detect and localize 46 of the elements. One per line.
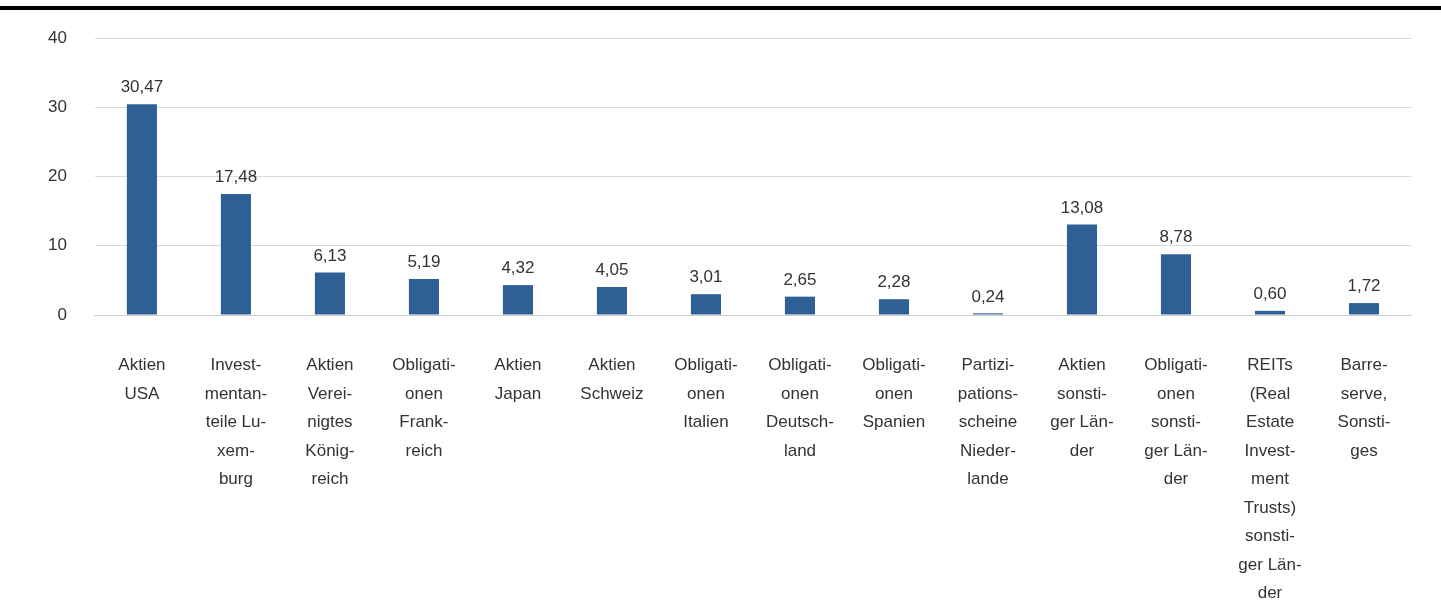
data-label: 2,28: [877, 272, 911, 292]
data-label: 1,72: [1347, 276, 1381, 296]
x-tick-label: Aktien USA: [118, 354, 166, 403]
data-label: 0,24: [971, 286, 1005, 306]
y-tick-label: 20: [47, 166, 67, 186]
bar: [596, 286, 627, 315]
y-tick-label: 0: [57, 304, 67, 324]
x-tick-label: Barre- serve, Sonsti- ges: [1337, 354, 1391, 460]
y-tick-label: 40: [47, 27, 67, 47]
y-tick-label: 10: [47, 235, 67, 255]
bar: [1160, 254, 1192, 315]
bar: [126, 104, 157, 315]
bar: [502, 285, 533, 315]
data-label: 4,32: [501, 258, 535, 278]
data-label: 4,05: [595, 260, 629, 280]
data-label: 13,08: [1060, 197, 1104, 217]
data-label: 5,19: [407, 252, 441, 272]
bar: [690, 294, 721, 315]
x-tick-label: Obligati- onen Spanien: [862, 354, 926, 432]
x-tick-label: Partizi- pations- scheine Nieder- lande: [957, 354, 1019, 489]
bar: [784, 296, 815, 315]
y-tick-label: 30: [47, 97, 67, 117]
data-label: 6,13: [313, 245, 347, 265]
data-label: 30,47: [120, 77, 164, 97]
bar: [408, 279, 439, 315]
x-tick-label: Obligati- onen Frank- reich: [392, 354, 456, 460]
data-label: 8,78: [1159, 227, 1193, 247]
data-label: 0,60: [1253, 284, 1287, 304]
x-tick-label: Aktien Verei- nigtes König- reich: [305, 354, 355, 489]
data-label: 3,01: [689, 267, 723, 287]
bar: [220, 194, 251, 315]
data-label: 2,65: [783, 269, 817, 289]
x-tick-label: Aktien Japan: [494, 354, 542, 403]
data-label: 17,48: [214, 167, 258, 187]
bar: [1066, 224, 1098, 315]
bar: [1348, 303, 1380, 315]
x-tick-label: Obligati- onen Deutsch- land: [765, 354, 834, 460]
x-tick-label: Invest- mentan- teile Lu- xem- burg: [204, 354, 268, 489]
x-tick-label: Aktien sonsti- ger Län- der: [1050, 354, 1114, 460]
x-tick-label: Obligati- onen Italien: [674, 354, 738, 432]
bar: [314, 272, 345, 315]
x-tick-label: Aktien Schweiz: [580, 354, 644, 403]
x-tick-label: Obligati- onen sonsti- ger Län- der: [1144, 354, 1208, 489]
bar: [1254, 310, 1286, 315]
category-label: REITs (Real Estate Invest- ment Trusts) sonsti- ger Län- der: [1238, 354, 1302, 603]
bar: [878, 299, 910, 315]
